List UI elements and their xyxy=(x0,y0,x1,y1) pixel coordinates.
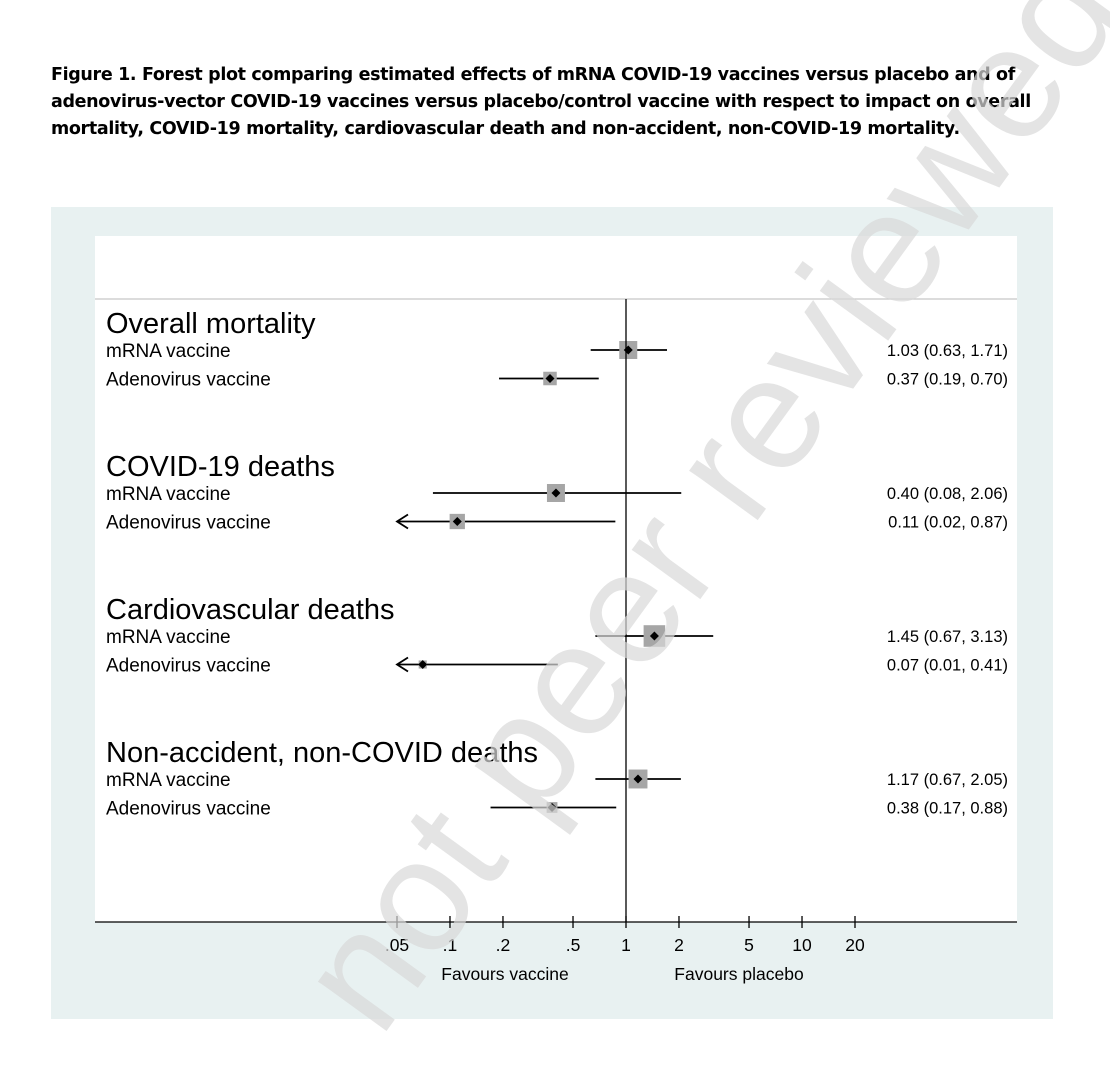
row-estimate-text: 0.38 (0.17, 0.88) xyxy=(887,800,1008,818)
group-title: Non-accident, non-COVID deaths xyxy=(106,737,538,769)
x-label-favours-vaccine: Favours vaccine xyxy=(441,964,568,984)
point-estimate xyxy=(649,631,659,641)
x-tick-label: 1 xyxy=(621,935,631,955)
group-title: Cardiovascular deaths xyxy=(106,594,395,626)
row-label: Adenovirus vaccine xyxy=(106,370,271,391)
row-estimate-text: 0.11 (0.02, 0.87) xyxy=(888,514,1008,532)
x-tick-label: 2 xyxy=(674,935,684,955)
x-tick-label: .2 xyxy=(496,935,511,955)
ci-arrow xyxy=(395,513,409,530)
row-estimate-text: 0.40 (0.08, 2.06) xyxy=(887,485,1008,503)
ci-arrow xyxy=(395,656,409,673)
x-tick-label: 10 xyxy=(792,935,812,955)
row-label: Adenovirus vaccine xyxy=(106,656,271,677)
point-estimate xyxy=(633,774,643,784)
row-label: Adenovirus vaccine xyxy=(106,799,271,820)
x-tick-label: .05 xyxy=(385,935,409,955)
row-label: mRNA vaccine xyxy=(106,627,231,648)
point-estimate xyxy=(545,374,555,383)
point-estimate xyxy=(551,488,561,498)
group-title: COVID-19 deaths xyxy=(106,451,335,483)
row-estimate-text: 1.17 (0.67, 2.05) xyxy=(887,771,1008,789)
point-estimate xyxy=(547,803,557,812)
row-label: mRNA vaccine xyxy=(106,484,231,505)
row-label: mRNA vaccine xyxy=(106,341,231,362)
row-estimate-text: 1.03 (0.63, 1.71) xyxy=(887,342,1008,360)
figure-caption: Figure 1. Forest plot comparing estimate… xyxy=(51,65,1031,139)
row-label: mRNA vaccine xyxy=(106,770,231,791)
row-estimate-text: 0.07 (0.01, 0.41) xyxy=(887,657,1008,675)
row-estimate-text: 0.37 (0.19, 0.70) xyxy=(887,371,1008,389)
point-estimate xyxy=(418,660,428,669)
point-estimate xyxy=(452,517,462,526)
x-label-favours-placebo: Favours placebo xyxy=(674,964,803,984)
x-tick-label: .1 xyxy=(443,935,458,955)
group-title: Overall mortality xyxy=(106,308,316,340)
row-label: Adenovirus vaccine xyxy=(106,513,271,534)
x-tick-label: 20 xyxy=(845,935,865,955)
x-tick-label: 5 xyxy=(744,935,754,955)
x-tick-label: .5 xyxy=(566,935,581,955)
row-estimate-text: 1.45 (0.67, 3.13) xyxy=(887,628,1008,646)
